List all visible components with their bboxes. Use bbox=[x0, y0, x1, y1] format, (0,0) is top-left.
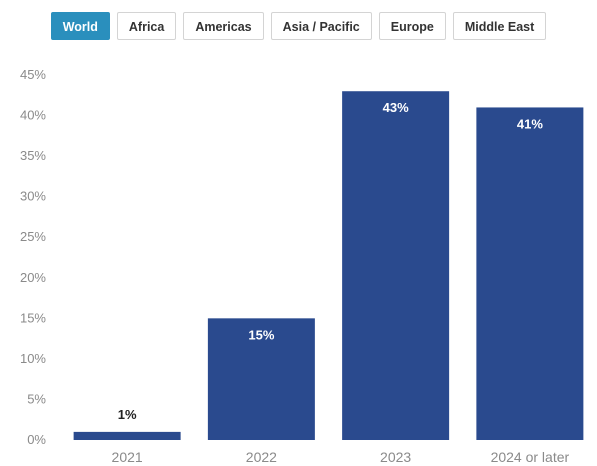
tab-africa[interactable]: Africa bbox=[116, 12, 177, 40]
plot-area: 1% 15% 43% 41% bbox=[73, 91, 584, 440]
y-tick-label: 45% bbox=[20, 67, 46, 82]
x-tick-label: 2023 bbox=[380, 449, 411, 465]
x-tick-label: 2024 or later bbox=[491, 449, 570, 465]
y-tick-label: 10% bbox=[20, 351, 46, 366]
bar[interactable] bbox=[73, 431, 181, 440]
y-axis: 0% 5% 10% 15% 20% 25% 30% 35% 40% 45% bbox=[20, 67, 46, 447]
tab-europe[interactable]: Europe bbox=[378, 12, 446, 40]
bar[interactable] bbox=[342, 91, 450, 440]
y-tick-label: 5% bbox=[27, 391, 46, 406]
y-tick-label: 20% bbox=[20, 270, 46, 285]
y-tick-label: 0% bbox=[27, 432, 46, 447]
tab-americas[interactable]: Americas bbox=[183, 12, 264, 40]
data-label: 43% bbox=[383, 100, 409, 115]
region-tabs: World Africa Americas Asia / Pacific Eur… bbox=[0, 12, 597, 40]
tab-asia-pacific[interactable]: Asia / Pacific bbox=[270, 12, 372, 40]
x-axis: 2021 2022 2023 2024 or later bbox=[112, 449, 570, 465]
bar[interactable] bbox=[476, 107, 584, 440]
data-label: 41% bbox=[517, 116, 543, 131]
y-tick-label: 40% bbox=[20, 108, 46, 123]
bar[interactable] bbox=[207, 318, 315, 440]
x-tick-label: 2022 bbox=[246, 449, 277, 465]
data-label: 1% bbox=[118, 407, 137, 422]
tab-middle-east[interactable]: Middle East bbox=[452, 12, 547, 40]
tab-world[interactable]: World bbox=[50, 12, 110, 40]
y-tick-label: 35% bbox=[20, 148, 46, 163]
y-tick-label: 25% bbox=[20, 229, 46, 244]
x-tick-label: 2021 bbox=[112, 449, 143, 465]
data-label: 15% bbox=[248, 327, 274, 342]
y-tick-label: 15% bbox=[20, 310, 46, 325]
y-tick-label: 30% bbox=[20, 189, 46, 204]
